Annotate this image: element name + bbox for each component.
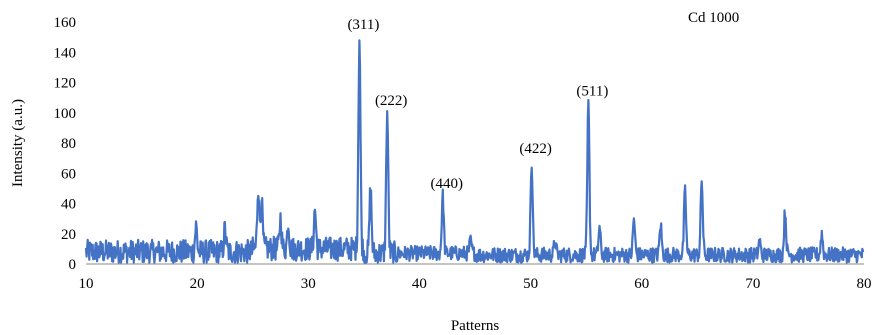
x-tick-label: 70 [745,276,760,292]
x-tick-label: 30 [301,276,316,292]
x-tick-label: 20 [190,276,205,292]
y-tick-label: 60 [61,166,76,182]
plot-area [86,40,864,262]
x-tick-label: 60 [634,276,649,292]
peak-label: (440) [431,176,464,192]
y-tick-label: 20 [61,227,76,243]
peak-label: (311) [347,17,379,33]
y-tick-labels: 0 20 40 60 80 100 120 140 160 [54,15,77,273]
peak-label: (422) [519,141,552,157]
y-tick-label: 120 [54,76,77,92]
peak-label: (222) [375,93,408,109]
peak-label: (511) [576,84,608,100]
x-tick-label: 10 [79,276,94,292]
y-tick-label: 140 [54,45,77,61]
series-line [86,40,864,262]
x-tick-label: 80 [857,276,872,292]
y-tick-label: 40 [61,197,76,213]
x-tick-label: 40 [412,276,427,292]
x-axis-title: Patterns [451,318,499,334]
y-tick-label: 100 [54,106,77,122]
y-axis-title: Intensity (a.u.) [10,99,26,187]
y-tick-label: 80 [61,136,76,152]
y-tick-label: 0 [69,257,77,273]
y-tick-label: 160 [54,15,77,31]
series-legend: Cd 1000 [688,10,739,26]
x-tick-labels: 10 20 30 40 50 60 70 80 [79,276,872,292]
x-tick-label: 50 [523,276,538,292]
